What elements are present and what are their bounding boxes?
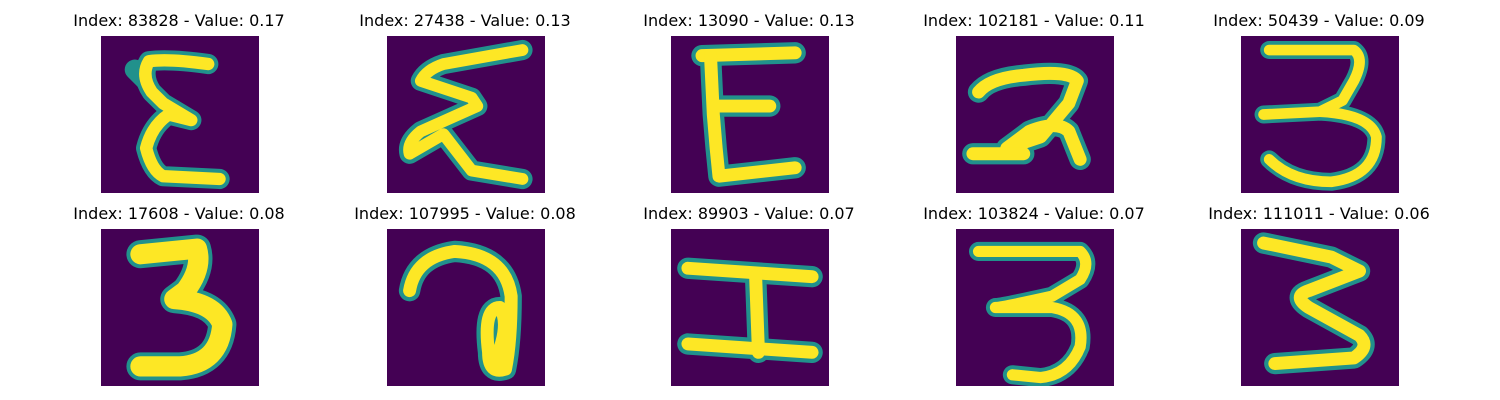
digit-panel-7: Index: 107995 - Value: 0.08 xyxy=(345,204,585,389)
panel-title: Index: 17608 - Value: 0.08 xyxy=(73,204,285,223)
digit-panel-10: Index: 111011 - Value: 0.06 xyxy=(1199,204,1439,389)
digit-panel-1: Index: 83828 - Value: 0.17 xyxy=(59,11,299,196)
panel-title: Index: 83828 - Value: 0.17 xyxy=(73,11,285,30)
digit-image xyxy=(101,36,259,193)
digit-panel-5: Index: 50439 - Value: 0.09 xyxy=(1199,11,1439,196)
panel-title: Index: 89903 - Value: 0.07 xyxy=(643,204,855,223)
panel-title: Index: 111011 - Value: 0.06 xyxy=(1208,204,1430,223)
digit-panel-9: Index: 103824 - Value: 0.07 xyxy=(914,204,1154,389)
digit-image xyxy=(956,229,1114,386)
digit-panel-2: Index: 27438 - Value: 0.13 xyxy=(345,11,585,196)
digit-image xyxy=(671,229,829,386)
digit-panel-6: Index: 17608 - Value: 0.08 xyxy=(59,204,299,389)
panel-title: Index: 107995 - Value: 0.08 xyxy=(354,204,576,223)
digit-image xyxy=(101,229,259,386)
digit-panel-4: Index: 102181 - Value: 0.11 xyxy=(914,11,1154,196)
panel-title: Index: 13090 - Value: 0.13 xyxy=(643,11,855,30)
digit-image xyxy=(671,36,829,193)
panel-title: Index: 103824 - Value: 0.07 xyxy=(923,204,1145,223)
digit-image xyxy=(956,36,1114,193)
digit-image xyxy=(1241,36,1399,193)
digit-image xyxy=(387,36,545,193)
panel-title: Index: 102181 - Value: 0.11 xyxy=(923,11,1145,30)
digit-panel-3: Index: 13090 - Value: 0.13 xyxy=(629,11,869,196)
digit-panel-8: Index: 89903 - Value: 0.07 xyxy=(629,204,869,389)
digit-image xyxy=(1241,229,1399,386)
panel-title: Index: 50439 - Value: 0.09 xyxy=(1213,11,1425,30)
digit-image xyxy=(387,229,545,386)
panel-title: Index: 27438 - Value: 0.13 xyxy=(359,11,571,30)
